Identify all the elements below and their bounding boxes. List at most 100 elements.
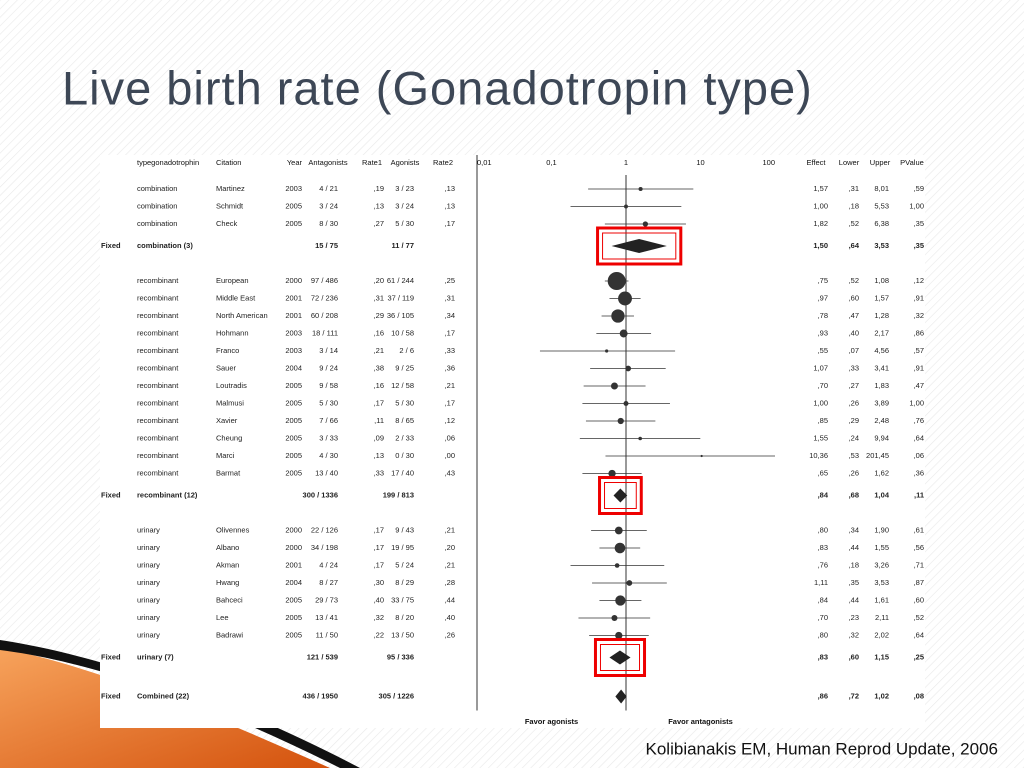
highlight-box-inner xyxy=(602,232,677,260)
table-cell: 33 / 75 xyxy=(391,595,414,604)
effect-marker xyxy=(642,221,649,227)
table-cell: Loutradis xyxy=(216,381,247,390)
table-cell: ,26 xyxy=(849,398,859,407)
column-header: Rate2 xyxy=(433,158,453,167)
table-cell: ,00 xyxy=(445,451,455,460)
table-cell: ,20 xyxy=(445,543,455,552)
table-cell: 13 / 40 xyxy=(315,468,338,477)
table-cell: ,13 xyxy=(445,201,455,210)
table-cell: ,31 xyxy=(445,293,455,302)
table-cell: 1,55 xyxy=(813,433,828,442)
table-cell: ,09 xyxy=(374,433,384,442)
table-cell: 12 / 58 xyxy=(391,381,414,390)
table-cell: 34 / 198 xyxy=(311,543,338,552)
table-cell: 2,48 xyxy=(874,416,889,425)
table-cell: 1,55 xyxy=(874,543,889,552)
table-cell: ,83 xyxy=(818,652,828,661)
effect-marker xyxy=(615,631,623,640)
table-cell: ,55 xyxy=(818,346,828,355)
table-cell: 2003 xyxy=(285,346,302,355)
table-cell: ,16 xyxy=(374,328,384,337)
table-cell: ,57 xyxy=(914,346,924,355)
x-axis-label: Favor antagonists xyxy=(668,717,733,726)
effect-marker xyxy=(700,454,703,458)
table-cell: 1,07 xyxy=(813,363,828,372)
table-cell: ,32 xyxy=(374,613,384,622)
table-cell: ,60 xyxy=(849,293,859,302)
table-cell: 8 / 30 xyxy=(319,219,338,228)
table-cell: ,40 xyxy=(445,613,455,622)
table-cell: ,33 xyxy=(374,468,384,477)
table-cell: ,80 xyxy=(818,630,828,639)
table-cell: ,60 xyxy=(849,652,859,661)
table-cell: 300 / 1336 xyxy=(303,490,338,499)
effect-marker xyxy=(618,291,632,306)
table-cell: ,76 xyxy=(914,416,924,425)
table-cell: ,16 xyxy=(374,381,384,390)
table-cell: ,13 xyxy=(374,451,384,460)
table-cell: 3,41 xyxy=(874,363,889,372)
effect-marker xyxy=(617,417,624,425)
table-cell: ,52 xyxy=(849,276,859,285)
table-cell: ,36 xyxy=(914,468,924,477)
effect-marker xyxy=(614,563,620,568)
table-cell: recombinant xyxy=(137,468,179,477)
x-tick-label: 0,01 xyxy=(477,158,492,167)
table-cell: 2,17 xyxy=(874,328,889,337)
table-cell: North American xyxy=(216,311,268,320)
table-cell: urinary (7) xyxy=(137,652,174,661)
table-cell: ,53 xyxy=(849,451,859,460)
effect-marker xyxy=(605,349,609,353)
table-cell: ,86 xyxy=(818,691,828,700)
column-header: Effect xyxy=(806,158,826,167)
effect-marker xyxy=(608,469,616,478)
table-cell: 4 / 24 xyxy=(319,560,338,569)
table-cell: combination xyxy=(137,184,177,193)
table-cell: ,32 xyxy=(914,311,924,320)
table-cell: ,61 xyxy=(914,525,924,534)
effect-marker xyxy=(638,436,642,441)
table-cell: 3,26 xyxy=(874,560,889,569)
table-cell: 7 / 66 xyxy=(319,416,338,425)
effect-marker xyxy=(611,614,618,622)
table-cell: 436 / 1950 xyxy=(303,691,338,700)
table-cell: Olivennes xyxy=(216,525,250,534)
table-cell: 8 / 29 xyxy=(395,578,414,587)
table-cell: 3,89 xyxy=(874,398,889,407)
table-cell: ,25 xyxy=(445,276,455,285)
highlight-box xyxy=(596,226,683,266)
table-cell: ,65 xyxy=(818,468,828,477)
column-header: Agonists xyxy=(391,158,420,167)
forest-plot: typegonadotrophin Citation Year Antagonists… xyxy=(101,155,924,726)
table-cell: ,76 xyxy=(818,560,828,569)
table-cell: recombinant xyxy=(137,398,179,407)
table-cell: ,31 xyxy=(849,184,859,193)
table-cell: recombinant (12) xyxy=(137,490,198,499)
table-cell: ,28 xyxy=(445,578,455,587)
table-cell: recombinant xyxy=(137,276,179,285)
table-cell: 18 / 111 xyxy=(312,328,338,337)
table-cell: 10 / 58 xyxy=(391,328,414,337)
table-cell: Franco xyxy=(216,346,239,355)
table-cell: 11 / 50 xyxy=(316,630,338,639)
table-cell: 2000 xyxy=(285,543,302,552)
table-cell: 22 / 126 xyxy=(311,525,338,534)
table-cell: ,71 xyxy=(914,560,924,569)
table-cell: 2005 xyxy=(285,468,302,477)
table-cell: ,78 xyxy=(818,311,828,320)
table-cell: ,93 xyxy=(818,328,828,337)
table-cell: European xyxy=(216,276,249,285)
table-cell: 1,61 xyxy=(874,595,889,604)
table-cell: 5 / 30 xyxy=(395,219,414,228)
citation: Kolibianakis EM, Human Reprod Update, 20… xyxy=(646,739,998,758)
table-cell: ,35 xyxy=(914,219,924,228)
table-cell: recombinant xyxy=(137,363,179,372)
table-cell: 1,11 xyxy=(814,578,828,587)
table-cell: 6,38 xyxy=(874,219,889,228)
table-cell: recombinant xyxy=(137,311,179,320)
table-cell: ,17 xyxy=(374,398,384,407)
highlight-box-inner xyxy=(604,482,637,509)
table-cell: ,68 xyxy=(849,490,859,499)
table-cell: ,18 xyxy=(849,560,859,569)
table-cell: ,56 xyxy=(914,543,924,552)
